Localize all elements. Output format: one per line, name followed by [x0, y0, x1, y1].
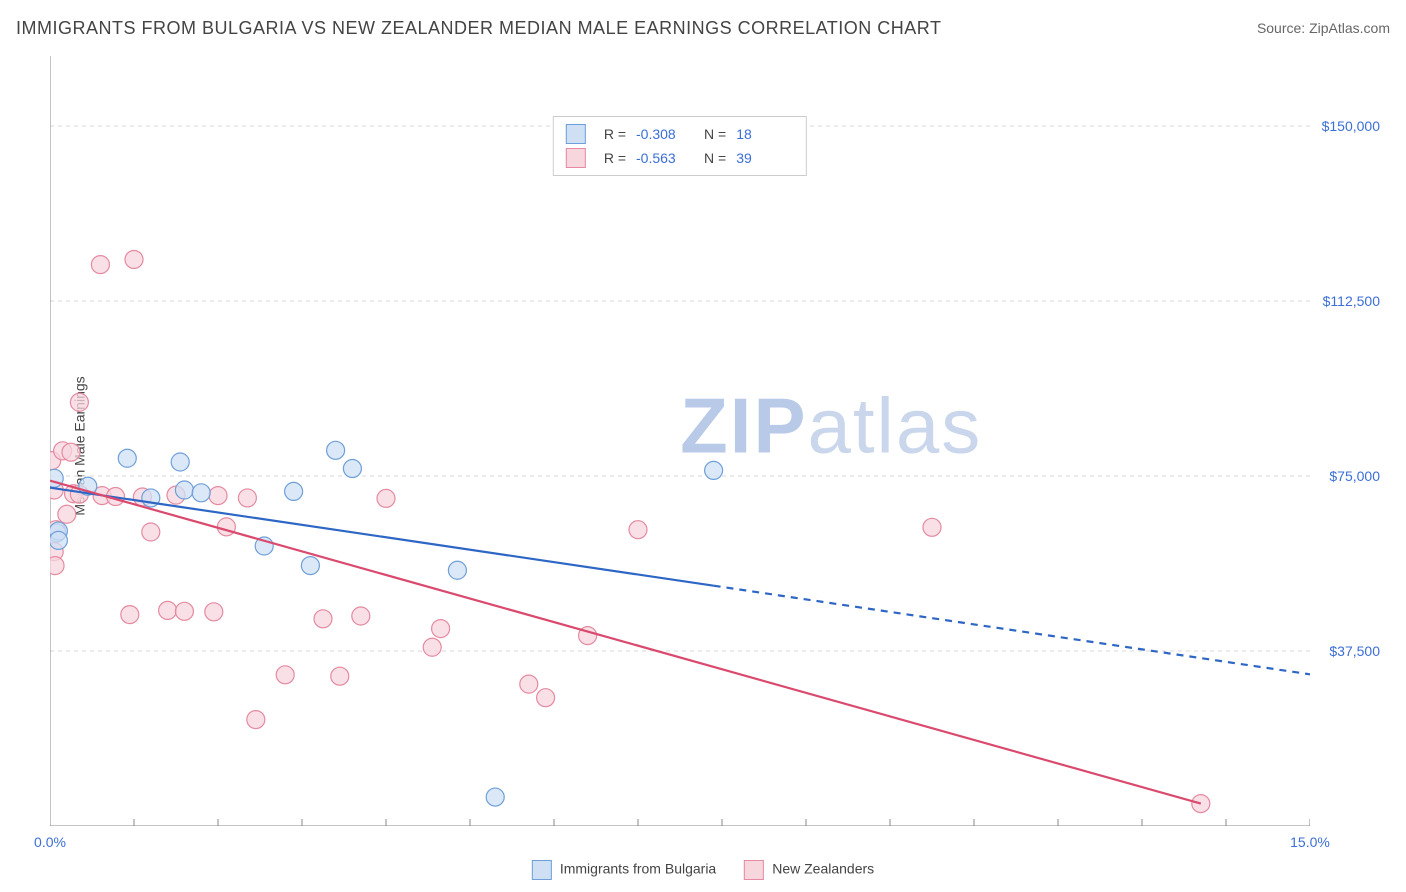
source-prefix: Source: — [1257, 20, 1309, 36]
legend-row-bulgaria: R = -0.308 N = 18 — [566, 122, 794, 146]
source-label: Source: ZipAtlas.com — [1257, 20, 1390, 36]
n-value-bulgaria: 18 — [736, 126, 794, 142]
legend-swatch-bulgaria — [566, 124, 586, 144]
y-tick-label: $37,500 — [1329, 643, 1380, 659]
n-label: N = — [704, 126, 726, 142]
legend-item-newzealand: New Zealanders — [744, 860, 874, 880]
chart-header: IMMIGRANTS FROM BULGARIA VS NEW ZEALANDE… — [16, 18, 1390, 46]
series-legend: Immigrants from Bulgaria New Zealanders — [532, 860, 874, 880]
legend-row-newzealand: R = -0.563 N = 39 — [566, 146, 794, 170]
x-tick-label: 0.0% — [34, 834, 66, 850]
legend-label-bulgaria: Immigrants from Bulgaria — [560, 861, 716, 877]
correlation-legend: R = -0.308 N = 18 R = -0.563 N = 39 — [553, 116, 807, 176]
n-value-newzealand: 39 — [736, 150, 794, 166]
chart-title: IMMIGRANTS FROM BULGARIA VS NEW ZEALANDE… — [16, 18, 941, 38]
legend-swatch-bulgaria-icon — [532, 860, 552, 880]
y-tick-label: $75,000 — [1329, 468, 1380, 484]
plot-area: ZIPatlas R = -0.308 N = 18 R = -0.563 N … — [50, 56, 1310, 826]
y-tick-label: $150,000 — [1322, 118, 1380, 134]
n-label: N = — [704, 150, 726, 166]
y-tick-label: $112,500 — [1323, 293, 1380, 309]
source-name: ZipAtlas.com — [1309, 20, 1390, 36]
legend-swatch-newzealand — [566, 148, 586, 168]
legend-swatch-newzealand-icon — [744, 860, 764, 880]
x-tick-label: 15.0% — [1290, 834, 1330, 850]
r-value-newzealand: -0.563 — [636, 150, 694, 166]
r-label: R = — [604, 126, 626, 142]
r-label: R = — [604, 150, 626, 166]
legend-item-bulgaria: Immigrants from Bulgaria — [532, 860, 716, 880]
legend-label-newzealand: New Zealanders — [772, 861, 874, 877]
r-value-bulgaria: -0.308 — [636, 126, 694, 142]
